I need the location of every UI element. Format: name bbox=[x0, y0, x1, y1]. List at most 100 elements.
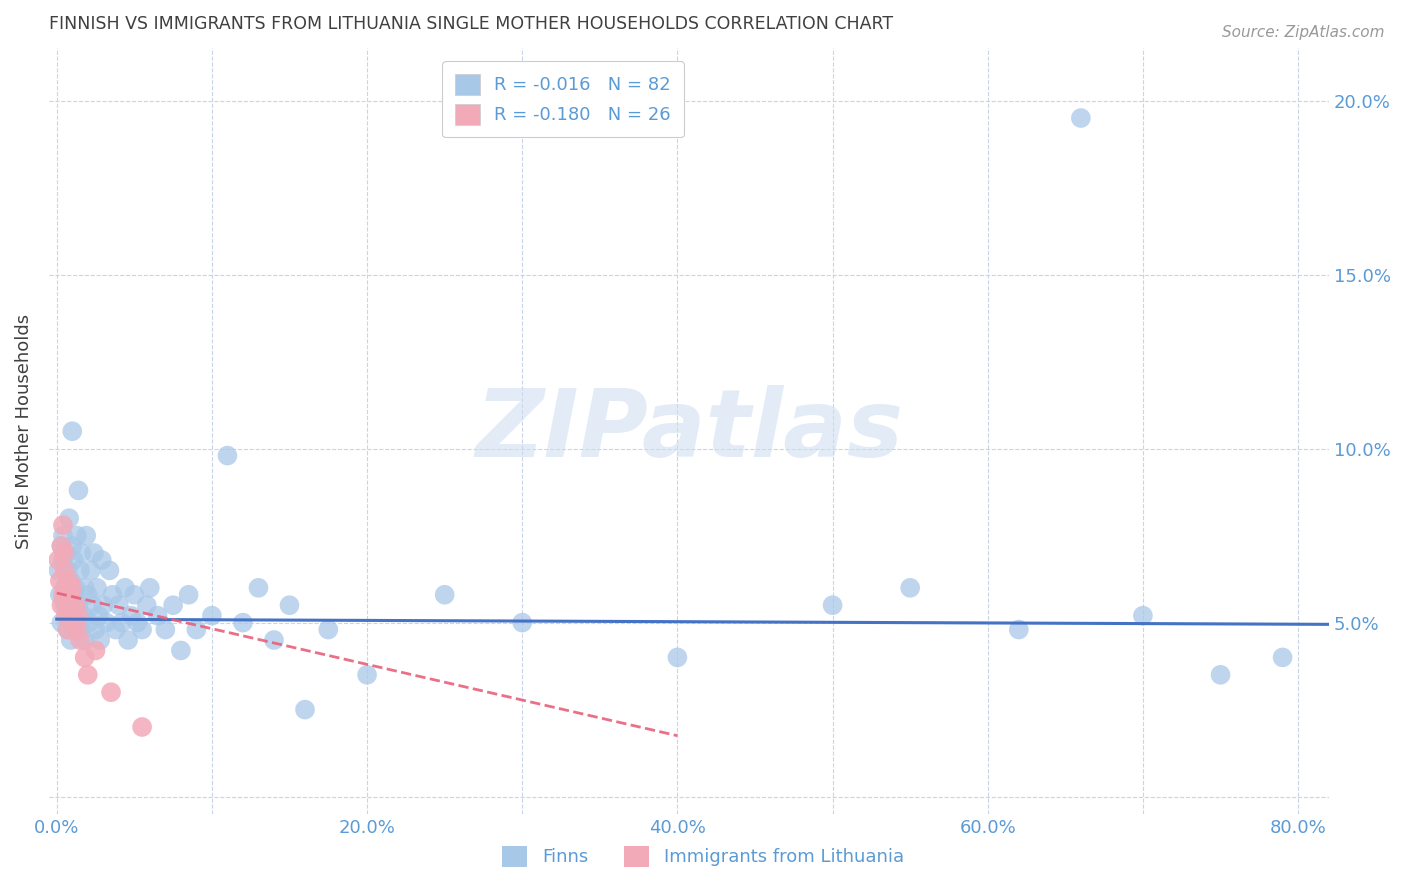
Point bbox=[155, 623, 177, 637]
Point bbox=[56, 623, 79, 637]
Point bbox=[59, 574, 82, 588]
Text: Source: ZipAtlas.com: Source: ZipAtlas.com bbox=[1222, 25, 1385, 40]
Point bbox=[76, 668, 98, 682]
Point bbox=[510, 615, 533, 630]
Point bbox=[69, 623, 91, 637]
Point bbox=[60, 424, 83, 438]
Point bbox=[98, 563, 121, 577]
Point bbox=[356, 668, 378, 682]
Point bbox=[124, 588, 146, 602]
Point bbox=[1070, 111, 1092, 125]
Point bbox=[51, 539, 73, 553]
Point bbox=[59, 588, 82, 602]
Point bbox=[433, 588, 456, 602]
Point bbox=[86, 581, 108, 595]
Point bbox=[76, 588, 98, 602]
Point bbox=[278, 598, 301, 612]
Point bbox=[66, 623, 89, 637]
Point bbox=[316, 623, 339, 637]
Point bbox=[69, 632, 91, 647]
Point bbox=[53, 598, 76, 612]
Point bbox=[79, 615, 101, 630]
Point bbox=[898, 581, 921, 595]
Point bbox=[104, 623, 127, 637]
Point bbox=[131, 720, 153, 734]
Point bbox=[58, 511, 80, 525]
Point bbox=[51, 539, 73, 553]
Point bbox=[84, 643, 107, 657]
Point bbox=[1209, 668, 1232, 682]
Legend: Finns, Immigrants from Lithuania: Finns, Immigrants from Lithuania bbox=[495, 838, 911, 874]
Point bbox=[89, 632, 111, 647]
Point bbox=[53, 581, 76, 595]
Point bbox=[49, 588, 72, 602]
Point bbox=[232, 615, 254, 630]
Point bbox=[51, 598, 73, 612]
Point bbox=[58, 598, 80, 612]
Point bbox=[55, 608, 77, 623]
Point bbox=[69, 563, 91, 577]
Point bbox=[65, 598, 87, 612]
Point bbox=[73, 581, 96, 595]
Point bbox=[52, 518, 75, 533]
Point bbox=[60, 539, 83, 553]
Point bbox=[1008, 623, 1031, 637]
Point bbox=[87, 608, 110, 623]
Point bbox=[100, 685, 122, 699]
Point bbox=[55, 581, 77, 595]
Point bbox=[67, 608, 90, 623]
Point bbox=[139, 581, 162, 595]
Point bbox=[51, 615, 73, 630]
Point bbox=[46, 553, 69, 567]
Point bbox=[162, 598, 184, 612]
Point bbox=[83, 546, 105, 560]
Point bbox=[67, 483, 90, 498]
Point bbox=[294, 703, 316, 717]
Point bbox=[56, 563, 79, 577]
Point bbox=[111, 615, 134, 630]
Point bbox=[217, 449, 239, 463]
Point bbox=[67, 598, 90, 612]
Point bbox=[52, 588, 75, 602]
Point bbox=[59, 632, 82, 647]
Point bbox=[70, 546, 93, 560]
Point bbox=[82, 598, 104, 612]
Point bbox=[127, 615, 149, 630]
Point bbox=[62, 553, 84, 567]
Point bbox=[201, 608, 224, 623]
Point bbox=[1271, 650, 1294, 665]
Point bbox=[247, 581, 270, 595]
Point bbox=[821, 598, 844, 612]
Point bbox=[53, 563, 76, 577]
Point bbox=[107, 598, 129, 612]
Point bbox=[120, 608, 142, 623]
Point bbox=[55, 608, 77, 623]
Point bbox=[73, 650, 96, 665]
Point bbox=[56, 598, 79, 612]
Point bbox=[101, 588, 124, 602]
Point bbox=[84, 623, 107, 637]
Point bbox=[666, 650, 689, 665]
Point bbox=[46, 563, 69, 577]
Point bbox=[73, 632, 96, 647]
Point bbox=[66, 528, 89, 542]
Point bbox=[263, 632, 285, 647]
Point bbox=[52, 553, 75, 567]
Point bbox=[80, 563, 103, 577]
Point bbox=[170, 643, 193, 657]
Point bbox=[75, 528, 97, 542]
Point bbox=[62, 615, 84, 630]
Point bbox=[117, 632, 139, 647]
Point bbox=[62, 588, 84, 602]
Text: ZIPatlas: ZIPatlas bbox=[475, 385, 903, 477]
Point bbox=[56, 623, 79, 637]
Point bbox=[52, 528, 75, 542]
Point bbox=[131, 623, 153, 637]
Point bbox=[186, 623, 208, 637]
Text: FINNISH VS IMMIGRANTS FROM LITHUANIA SINGLE MOTHER HOUSEHOLDS CORRELATION CHART: FINNISH VS IMMIGRANTS FROM LITHUANIA SIN… bbox=[49, 15, 893, 33]
Y-axis label: Single Mother Households: Single Mother Households bbox=[15, 314, 32, 549]
Point bbox=[60, 608, 83, 623]
Point bbox=[135, 598, 157, 612]
Point bbox=[1132, 608, 1154, 623]
Point bbox=[96, 615, 118, 630]
